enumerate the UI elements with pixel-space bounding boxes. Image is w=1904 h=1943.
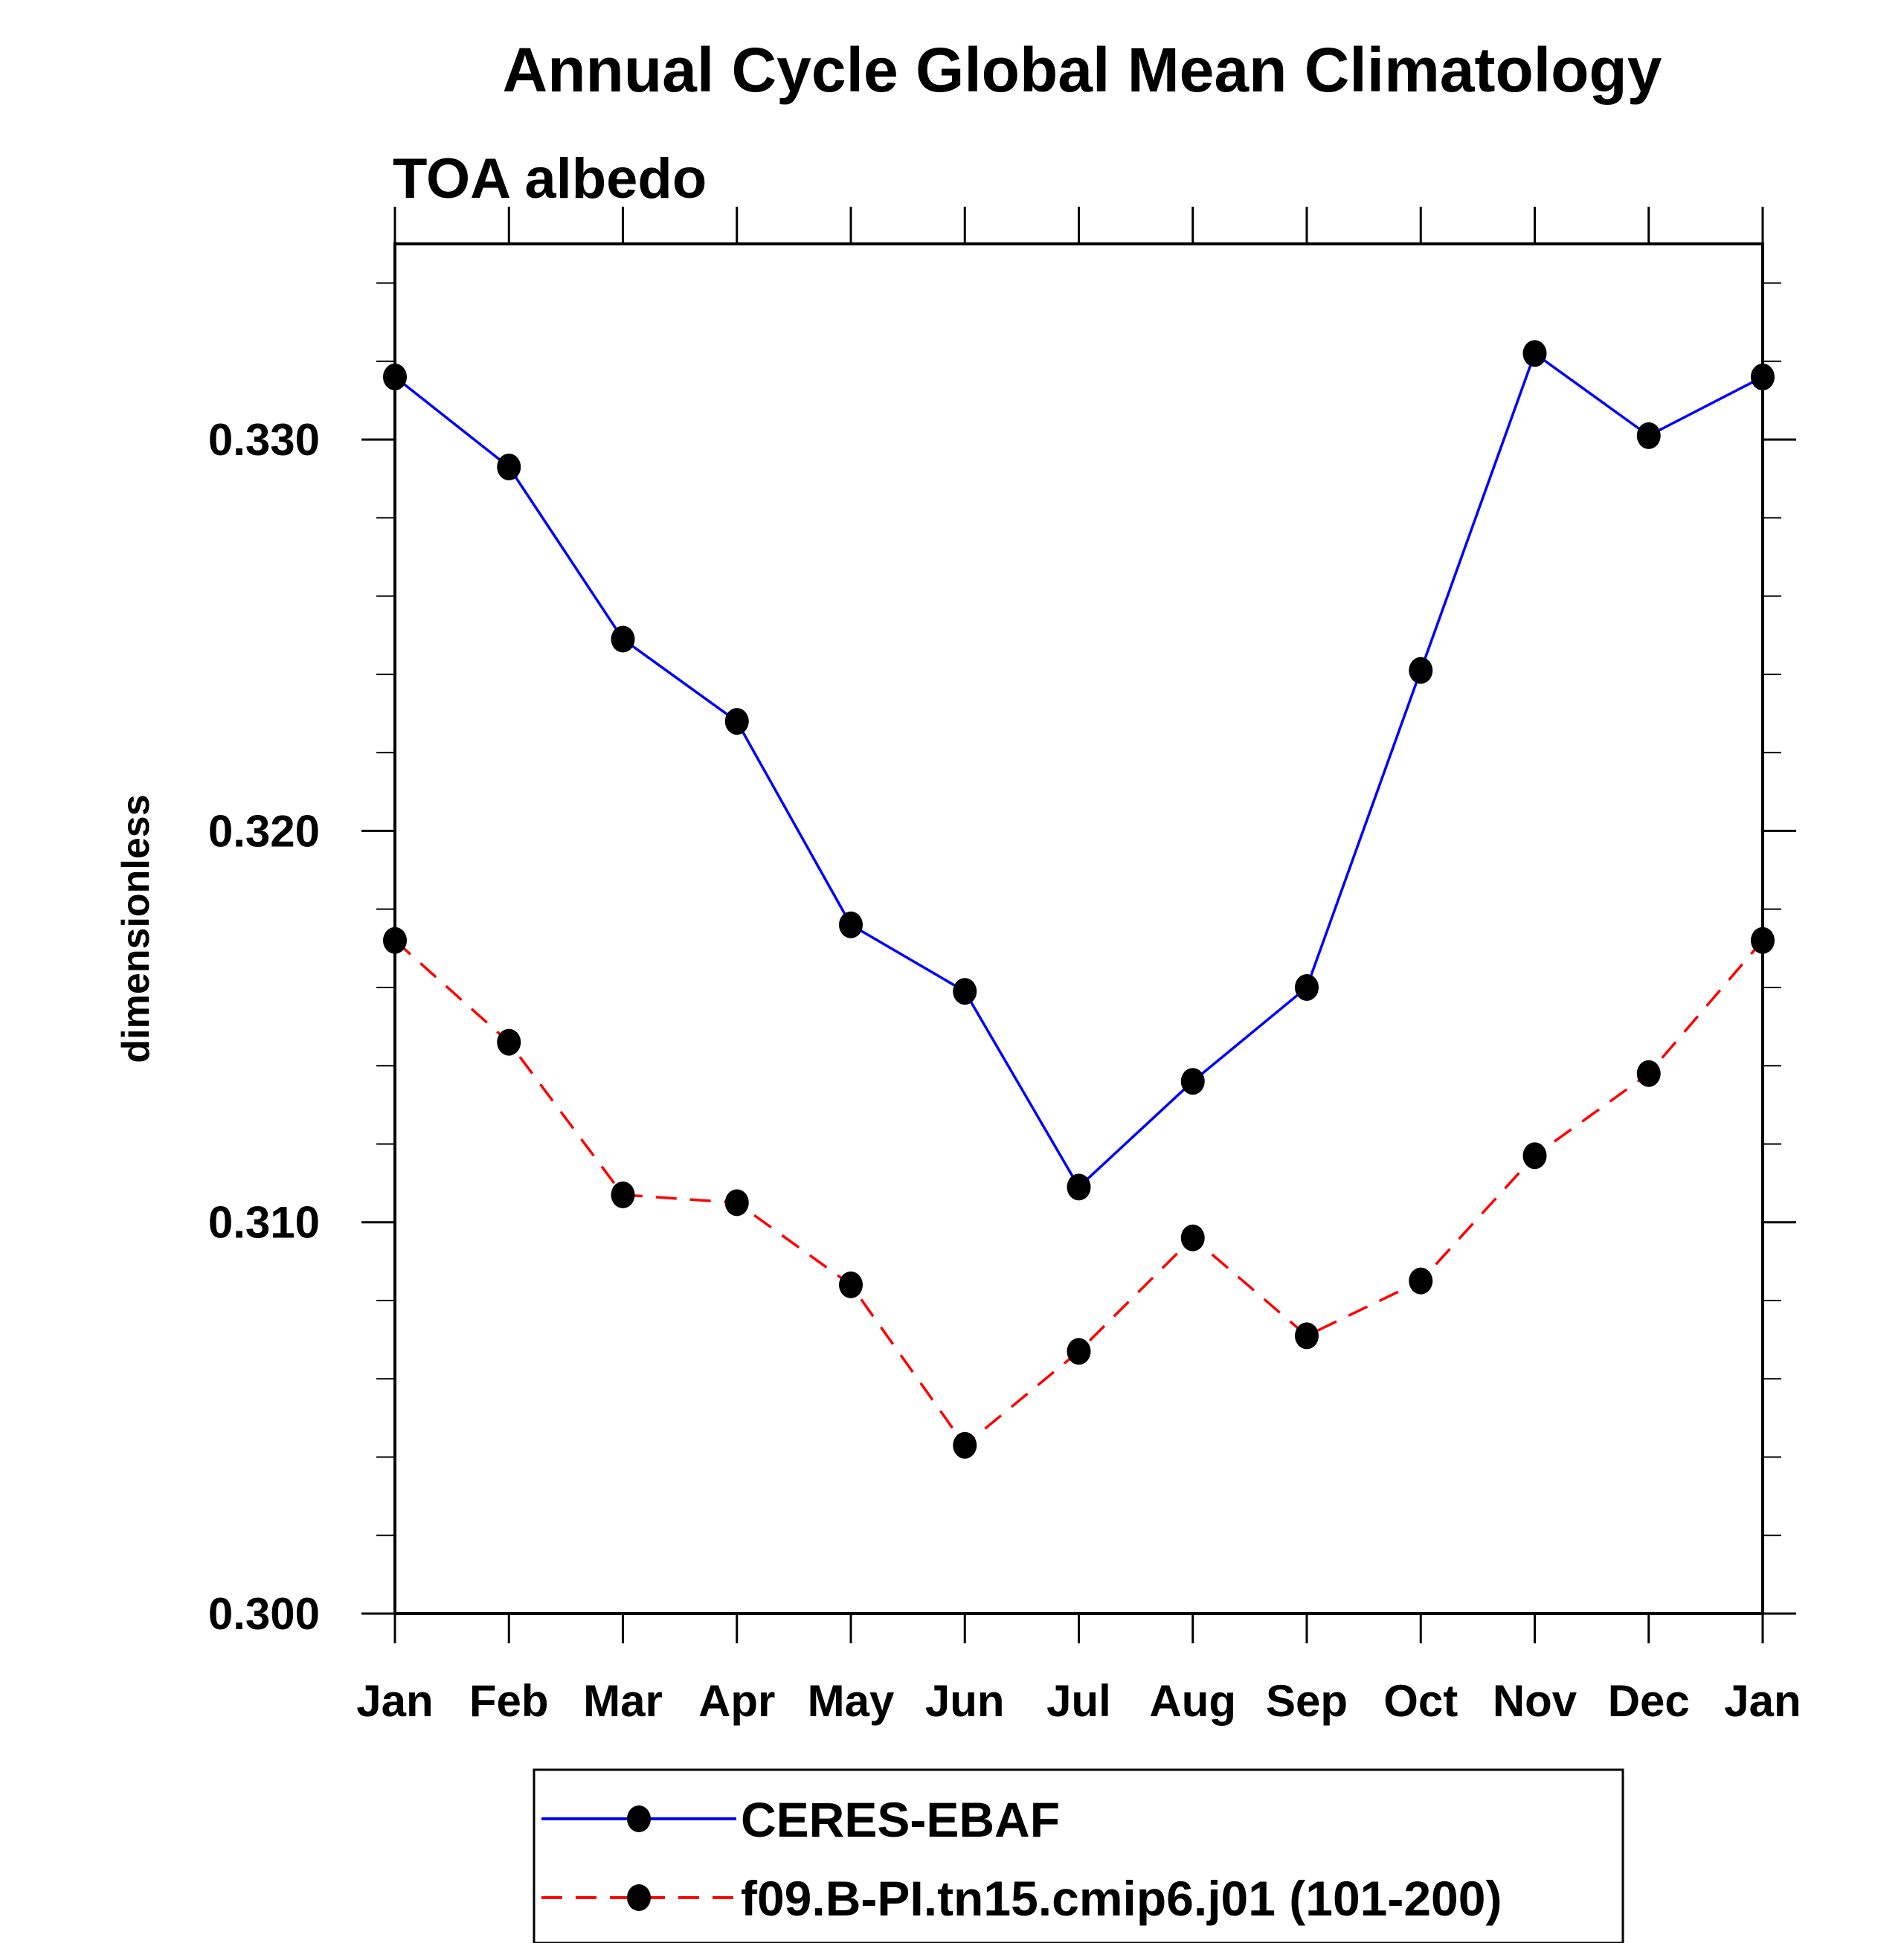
series-model [383, 927, 1775, 1459]
y-axis-label: dimensionless [115, 794, 158, 1063]
data-point [1295, 973, 1319, 1001]
data-point [1522, 340, 1547, 367]
y-tick-label: 0.330 [208, 415, 320, 465]
legend-label: CERES-EBAF [741, 1792, 1060, 1847]
data-point [1295, 1322, 1319, 1350]
x-tick-labels: Jan Feb Mar Apr May Jun Jul Aug Sep Oct Nov Dec Jan [356, 1676, 1801, 1726]
data-point [1751, 363, 1775, 390]
x-tick-label: Feb [469, 1676, 549, 1726]
data-point [839, 1271, 863, 1298]
data-point [1409, 657, 1433, 684]
y-tick-labels: 0.300 0.310 0.320 0.330 [208, 415, 320, 1639]
data-point [611, 625, 635, 653]
x-tick-label: May [808, 1676, 895, 1726]
x-tick-label: Jul [1046, 1676, 1111, 1726]
axes [361, 207, 1796, 1643]
data-point [1180, 1224, 1205, 1251]
data-point [497, 1028, 521, 1056]
x-tick-label: Sep [1266, 1676, 1348, 1726]
data-point [839, 911, 863, 938]
x-tick-label: Dec [1608, 1676, 1690, 1726]
data-point [1067, 1173, 1091, 1201]
x-tick-label: Nov [1493, 1676, 1577, 1726]
x-tick-label: Jan [1724, 1676, 1801, 1726]
x-tick-label: Jan [356, 1676, 433, 1726]
data-point [611, 1181, 635, 1208]
x-tick-label: Aug [1149, 1676, 1236, 1726]
data-point [1067, 1338, 1091, 1365]
y-tick-label: 0.310 [208, 1198, 320, 1248]
data-point [1636, 422, 1661, 449]
y-tick-label: 0.320 [208, 806, 320, 856]
x-tick-label: Mar [583, 1676, 663, 1726]
data-point [953, 1431, 977, 1459]
legend-marker [627, 1805, 651, 1832]
data-point [724, 1189, 749, 1217]
data-point [383, 927, 407, 954]
legend-box [533, 1768, 1624, 1943]
plot-frame [393, 242, 1764, 1615]
x-tick-label: Apr [698, 1676, 775, 1726]
x-tick-label: Oct [1383, 1676, 1458, 1726]
legend-marker [627, 1884, 651, 1911]
series-layer [383, 340, 1775, 1459]
data-point [383, 363, 407, 390]
data-point [953, 978, 977, 1005]
series-line [393, 351, 1763, 1190]
chart-subtitle: TOA albedo [393, 147, 707, 210]
data-point [1522, 1142, 1547, 1170]
data-point [724, 708, 749, 735]
data-point [1751, 927, 1775, 954]
series-ceres-ebaf [383, 340, 1775, 1201]
data-point [1180, 1068, 1205, 1095]
data-point [497, 453, 521, 480]
x-tick-label: Jun [925, 1676, 1005, 1726]
y-tick-label: 0.300 [208, 1589, 320, 1639]
data-point [1409, 1267, 1433, 1295]
legend: CERES-EBAF f09.B-PI.tn15.cmip6.j01 (101-2… [533, 1768, 1624, 1943]
data-point [1636, 1060, 1661, 1087]
chart-title: Annual Cycle Global Mean Climatology [503, 35, 1662, 105]
legend-label: f09.B-PI.tn15.cmip6.j01 (101-200) [741, 1871, 1502, 1926]
